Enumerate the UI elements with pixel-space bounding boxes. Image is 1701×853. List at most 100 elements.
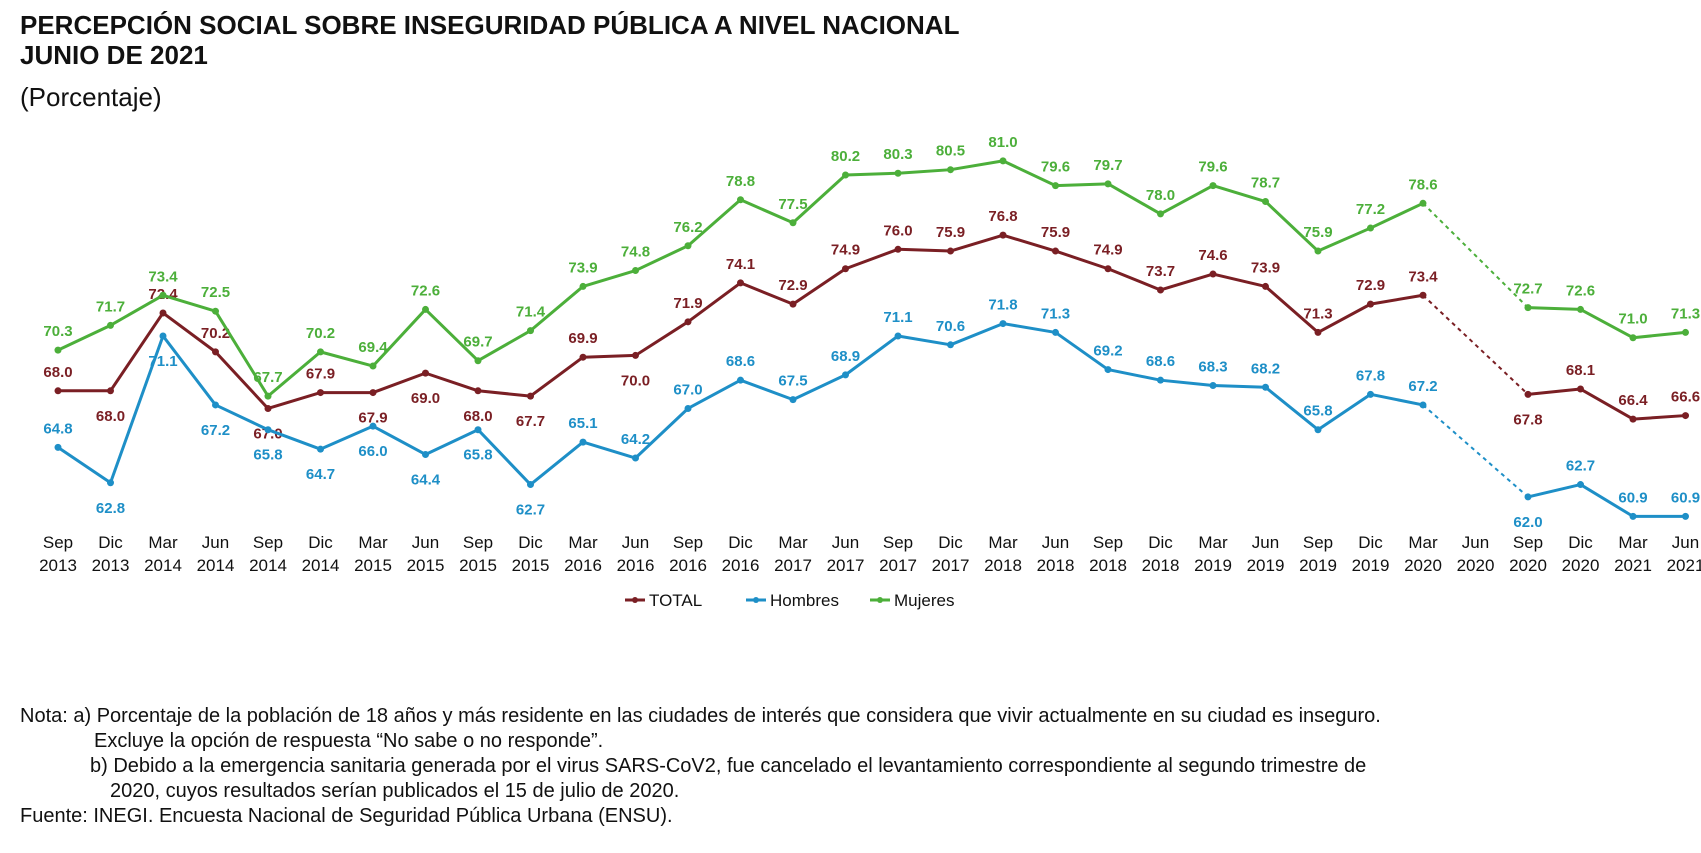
data-point — [1262, 282, 1269, 290]
x-tick-label-year: 2020 — [1404, 556, 1442, 575]
data-label: 67.0 — [673, 381, 702, 398]
x-tick-label-year: 2020 — [1457, 556, 1495, 575]
x-axis: Sep 2013 Dic 2013 Mar 2014 Jun 2014 Sep 2014 Dic 20… — [39, 533, 1701, 575]
data-label: 68.6 — [1146, 353, 1175, 370]
data-point — [1577, 385, 1584, 393]
data-point — [1682, 412, 1689, 420]
data-label: 73.7 — [1146, 263, 1175, 280]
data-label: 74.9 — [831, 242, 860, 259]
data-point — [632, 454, 639, 462]
x-tick-label-year: 2019 — [1299, 556, 1337, 575]
x-tick-label-year: 2013 — [39, 556, 77, 575]
series-hombres: 64.8 62.8 71.1 67.2 65.8 64.7 66.0 64.4 65.8 62.7… — [43, 297, 1700, 531]
x-tick-label-month: Dic — [308, 533, 333, 552]
data-point — [1262, 198, 1269, 206]
data-point — [684, 404, 692, 412]
data-point — [107, 387, 114, 395]
data-label: 71.0 — [1618, 311, 1647, 328]
data-point — [947, 247, 954, 255]
legend-swatch-marker — [753, 597, 759, 603]
data-label: 77.5 — [778, 196, 807, 213]
data-label: 78.8 — [726, 173, 755, 190]
x-tick-label-month: Jun — [412, 533, 439, 552]
x-tick-label-month: Jun — [1252, 533, 1279, 552]
data-point — [1314, 328, 1322, 336]
note-a-line1: Nota: a) Porcentaje de la población de 1… — [20, 705, 1381, 727]
data-point — [1524, 390, 1532, 398]
data-label: 67.0 — [253, 425, 282, 442]
data-point — [1104, 366, 1112, 374]
data-label: 73.4 — [148, 268, 178, 285]
data-label: 71.3 — [1041, 305, 1070, 322]
x-tick-label-year: 2018 — [984, 556, 1022, 575]
data-point — [1052, 247, 1059, 255]
x-tick-label-month: Dic — [1358, 533, 1383, 552]
data-label: 67.9 — [306, 366, 335, 383]
x-tick-label-year: 2019 — [1194, 556, 1232, 575]
data-label: 70.2 — [306, 325, 335, 342]
data-label: 68.0 — [96, 408, 125, 425]
data-label: 79.7 — [1093, 157, 1122, 174]
data-point — [422, 369, 429, 377]
data-label: 66.0 — [358, 443, 387, 460]
data-label: 64.2 — [621, 431, 650, 448]
x-tick-label-month: Mar — [358, 533, 388, 552]
data-point — [1367, 224, 1374, 232]
series-mujeres: 70.3 71.7 73.4 72.5 67.7 70.2 69.4 72.6 69.7 71.4… — [43, 134, 1700, 400]
x-tick-label-month: Mar — [1198, 533, 1228, 552]
data-point — [579, 438, 587, 446]
data-point — [684, 318, 692, 326]
x-tick-label-month: Sep — [1303, 533, 1333, 552]
data-point — [422, 450, 429, 458]
x-tick-label-year: 2017 — [827, 556, 865, 575]
data-label: 72.9 — [1356, 277, 1385, 294]
x-tick-label-year: 2015 — [354, 556, 392, 575]
data-label: 69.2 — [1093, 343, 1122, 360]
x-tick-label-month: Sep — [1513, 533, 1543, 552]
data-point — [474, 357, 482, 365]
data-point — [1682, 512, 1689, 520]
data-label: 64.4 — [411, 471, 441, 488]
data-label: 71.7 — [96, 298, 125, 315]
data-label: 71.3 — [1671, 305, 1700, 322]
data-label: 75.9 — [1041, 224, 1070, 241]
x-tick-label-year: 2013 — [92, 556, 130, 575]
data-point — [264, 392, 272, 400]
data-label: 74.1 — [726, 256, 755, 273]
data-label: 72.5 — [201, 284, 230, 301]
data-label: 67.8 — [1356, 367, 1385, 384]
x-tick-label-year: 2015 — [459, 556, 497, 575]
data-point — [369, 362, 377, 370]
data-label: 62.0 — [1513, 514, 1542, 531]
x-tick-label-year: 2020 — [1562, 556, 1600, 575]
data-point — [1209, 381, 1217, 389]
x-tick-label-month: Dic — [728, 533, 753, 552]
data-point — [422, 305, 429, 313]
chart-title: PERCEPCIÓN SOCIAL SOBRE INSEGURIDAD PÚBL… — [20, 10, 960, 40]
data-point — [1419, 401, 1427, 409]
data-label: 67.2 — [201, 422, 230, 439]
x-tick-label-year: 2018 — [1142, 556, 1180, 575]
x-tick-label-year: 2014 — [197, 556, 235, 575]
data-label: 68.9 — [831, 348, 860, 365]
data-label: 80.5 — [936, 143, 965, 160]
series-gap-line-hombres — [1422, 404, 1529, 498]
data-label: 67.9 — [358, 410, 387, 427]
series-line-total — [1527, 387, 1686, 421]
x-tick-label-year: 2015 — [407, 556, 445, 575]
data-label: 70.3 — [43, 323, 72, 340]
data-label: 68.1 — [1566, 362, 1595, 379]
x-tick-label-month: Sep — [883, 533, 913, 552]
data-label: 79.6 — [1041, 159, 1070, 176]
x-tick-label-year: 2017 — [774, 556, 812, 575]
data-label: 66.6 — [1671, 389, 1700, 406]
x-tick-label-month: Jun — [202, 533, 229, 552]
data-label: 72.6 — [411, 282, 440, 299]
x-tick-label-year: 2017 — [879, 556, 917, 575]
data-label: 71.8 — [988, 297, 1017, 314]
data-label: 79.6 — [1198, 159, 1227, 176]
x-tick-label-month: Dic — [1148, 533, 1173, 552]
x-tick-label-year: 2018 — [1089, 556, 1127, 575]
data-point — [1524, 304, 1532, 312]
data-label: 67.8 — [1513, 411, 1542, 428]
